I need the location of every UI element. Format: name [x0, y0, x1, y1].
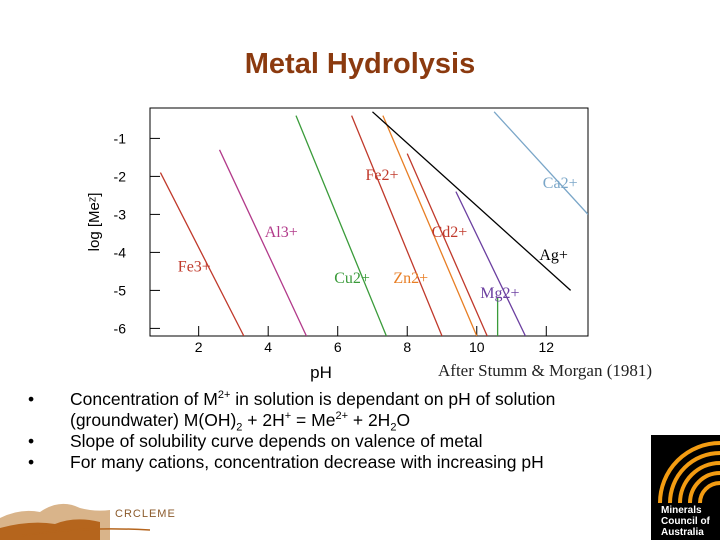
series-line: [372, 111, 572, 291]
x-axis-label: pH: [310, 363, 332, 382]
y-tick-label: -5: [114, 282, 127, 298]
bullet-text: O: [396, 410, 411, 430]
series-line: [218, 149, 308, 336]
series-line: [455, 191, 527, 336]
series-line: [382, 115, 478, 336]
x-tick-label: 8: [403, 339, 411, 355]
series-line: [351, 115, 443, 336]
y-tick-label: -6: [114, 320, 127, 336]
crcleme-logo: CRCLEME: [0, 503, 176, 540]
x-tick-label: 2: [195, 339, 203, 355]
bullet-text: (groundwater) M(OH): [70, 410, 237, 430]
series-label: Zn2+: [393, 270, 428, 287]
chart-axes: 2 4 6 8 10 12 -1 -2 -3 -4 -5 -6 pH log [Meᶻ]: [86, 107, 589, 382]
sunburst-icon: [658, 441, 720, 504]
series-label: Fe3+: [178, 258, 211, 275]
logo-line: Council of: [661, 516, 710, 527]
series-label: Al3+: [265, 224, 298, 241]
ground-line: [19, 528, 151, 537]
bullet-text: Concentration of M: [70, 389, 218, 409]
subscript: 2: [236, 421, 243, 434]
series-label: Cu2+: [334, 270, 370, 287]
logo-text: Minerals Council of Australia: [661, 505, 710, 538]
bullet-item-3: • For many cations, concentration decrea…: [28, 452, 668, 473]
logo-text: CRCLEME: [115, 508, 176, 520]
series-line: [406, 153, 488, 336]
bullet-item-1: • Concentration of M2+ in solution is de…: [28, 389, 668, 434]
x-tick-label: 10: [469, 339, 485, 355]
bullet-marker: •: [28, 431, 35, 451]
logo-line: Minerals: [661, 505, 702, 516]
bullet-text: + 2H: [242, 410, 285, 430]
bullet-item-2: • Slope of solubility curve depends on v…: [28, 431, 668, 452]
y-tick-label: -4: [114, 244, 127, 260]
series-line: [159, 172, 245, 336]
plot-frame: [149, 107, 589, 337]
y-tick-label: -2: [114, 168, 127, 184]
series-label: Mg2+: [480, 285, 519, 302]
series-label: Cd2+: [432, 224, 468, 241]
series-label: Fe2+: [366, 167, 399, 184]
x-tick-label: 6: [334, 339, 342, 355]
chart-lines: [159, 111, 588, 336]
y-axis-label: log [Meᶻ]: [86, 193, 103, 252]
bullet-text: in solution is dependant on pH of soluti…: [230, 389, 556, 409]
bullet-marker: •: [28, 452, 35, 472]
solubility-chart: 2 4 6 8 10 12 -1 -2 -3 -4 -5 -6 pH log [Meᶻ] Fe2+ Ca2+…: [86, 107, 589, 382]
superscript: 2+: [335, 410, 348, 423]
x-tick-label: 12: [538, 339, 554, 355]
bullet-marker: •: [28, 389, 35, 409]
series-label: Ag+: [539, 247, 568, 264]
series-line: [493, 111, 588, 215]
x-tick-label: 4: [264, 339, 272, 355]
bullet-text: + 2H: [348, 410, 391, 430]
y-tick-label: -3: [114, 206, 127, 222]
superscript: 2+: [217, 389, 231, 402]
series-label: Ca2+: [543, 175, 578, 192]
bullet-text: Slope of solubility curve depends on val…: [70, 431, 483, 451]
series-line: [295, 115, 387, 336]
bullet-text: For many cations, concentration decrease…: [70, 452, 544, 472]
superscript: +: [284, 410, 292, 423]
source-credit: After Stumm & Morgan (1981): [438, 361, 653, 380]
y-tick-label: -1: [114, 130, 127, 146]
subscript: 2: [390, 421, 397, 434]
bullet-text: = Me: [291, 410, 336, 430]
logo-line: Australia: [661, 527, 704, 538]
minerals-council-logo: Minerals Council of Australia: [651, 435, 720, 540]
bullet-list: • Concentration of M2+ in solution is de…: [28, 389, 668, 473]
slide-title: Metal Hydrolysis: [244, 48, 476, 80]
chart-labels: Fe2+ Ca2+ Al3+ Cd2+ Fe3+ Cu2+ Zn2+ Ag+ Mg2+: [178, 167, 578, 302]
